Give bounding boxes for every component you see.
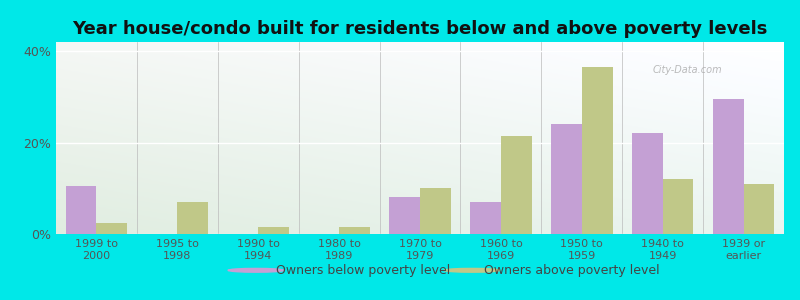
Bar [632, 134, 662, 234]
Bar [470, 202, 501, 234]
Circle shape [444, 268, 500, 272]
Bar [97, 223, 127, 234]
Bar [713, 99, 743, 234]
Text: City-Data.com: City-Data.com [653, 65, 722, 75]
Bar [662, 179, 694, 234]
Bar [551, 124, 582, 234]
Bar [66, 186, 97, 234]
Bar [339, 227, 370, 234]
Text: Owners below poverty level: Owners below poverty level [276, 264, 450, 277]
Bar [178, 202, 208, 234]
Text: Owners above poverty level: Owners above poverty level [484, 264, 660, 277]
Bar [258, 227, 289, 234]
Circle shape [228, 268, 284, 272]
Bar [501, 136, 532, 234]
Bar [582, 67, 613, 234]
Bar [743, 184, 774, 234]
Bar [390, 197, 420, 234]
Bar [420, 188, 450, 234]
Title: Year house/condo built for residents below and above poverty levels: Year house/condo built for residents bel… [72, 20, 768, 38]
